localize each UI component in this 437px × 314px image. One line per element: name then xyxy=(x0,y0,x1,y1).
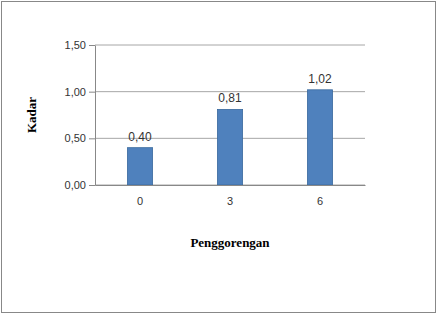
bars xyxy=(127,90,332,185)
y-tick-label: 1,00 xyxy=(65,86,86,98)
grid-line xyxy=(95,45,365,46)
data-label: 0,81 xyxy=(218,91,242,105)
y-tick-label: 0,50 xyxy=(65,132,86,144)
y-tick-label: 0,00 xyxy=(65,179,86,191)
x-axis: 0 3 6 xyxy=(96,185,366,207)
y-axis-title: Kadar xyxy=(24,97,39,133)
x-tick: 0 xyxy=(137,185,143,207)
data-label: 0,40 xyxy=(128,130,152,144)
bar xyxy=(307,90,332,185)
bar xyxy=(127,148,152,185)
x-tick: 3 xyxy=(227,185,233,207)
bar xyxy=(217,109,242,185)
y-tick: 0,00 xyxy=(65,179,95,191)
data-labels: 0,40 0,81 1,02 xyxy=(128,72,332,144)
x-tick-label: 0 xyxy=(137,195,143,207)
grid xyxy=(95,45,365,185)
y-tick-mark xyxy=(89,45,95,46)
y-tick-label: 1,50 xyxy=(65,39,86,51)
y-axis: 0,00 0,50 1,00 1,50 xyxy=(65,39,96,191)
y-tick: 1,00 xyxy=(65,86,95,98)
x-tick: 6 xyxy=(317,185,323,207)
y-tick: 0,50 xyxy=(65,132,95,144)
data-label: 1,02 xyxy=(308,72,332,86)
y-tick-mark xyxy=(89,138,95,139)
plot: 0,00 0,50 1,00 1,50 0 3 6 0,40 0,81 1,02 xyxy=(65,39,366,207)
chart-frame xyxy=(2,2,436,313)
x-tick-label: 3 xyxy=(227,195,233,207)
y-tick-mark xyxy=(89,185,95,186)
y-tick-mark xyxy=(89,92,95,93)
chart: 0,00 0,50 1,00 1,50 0 3 6 0,40 0,81 1,02 Penggoren… xyxy=(0,0,437,314)
y-tick: 1,50 xyxy=(65,39,95,51)
x-axis-title: Penggorengan xyxy=(190,235,270,250)
y-axis-line xyxy=(95,46,96,186)
x-tick-label: 6 xyxy=(317,195,323,207)
x-axis-line xyxy=(96,185,366,186)
